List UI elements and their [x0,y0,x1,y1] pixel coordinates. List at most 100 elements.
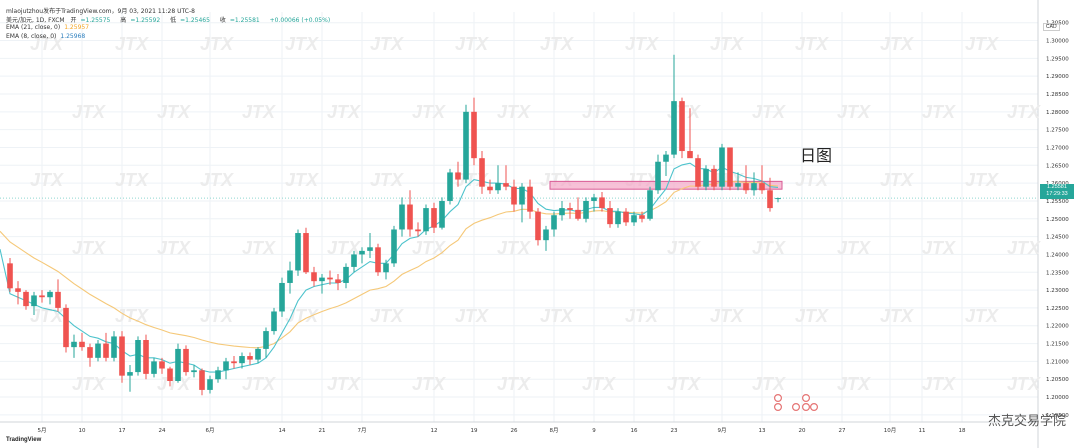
candle-body [343,266,349,283]
x-tick-label: 10 [79,428,86,434]
candle [327,270,333,285]
y-tick-label: 1.21500 [1046,342,1069,348]
high-value: 高 =1.25592 [120,17,161,24]
publish-text: mlaojutzhou发布于TradingView.com，9月 03, 202… [6,8,195,15]
open-value: 开 =1.25575 [70,17,111,24]
candle [7,258,13,292]
candle-body [143,340,149,374]
channel-watermark: 杰克交易学院 [987,414,1066,429]
tradingview-logo[interactable]: TradingView [6,437,42,443]
candle-body [599,197,605,209]
candle-body [519,186,525,205]
candle-body [415,229,421,232]
symbol-label: 美元/加元, 1D, FXCM [6,17,65,24]
candle-body [215,370,221,380]
watermark-mark: JTX [200,170,234,190]
candle-body [71,341,77,348]
candle-body [311,272,317,282]
candle [407,190,413,237]
economic-event-marker [801,403,810,412]
candle-body [103,343,109,358]
candle-body [199,370,205,390]
candle-body [47,291,53,298]
candle [343,263,349,289]
y-tick-label: 1.24500 [1046,235,1069,241]
watermark-mark: JTX [327,374,361,394]
watermark-mark: JTX [1007,238,1041,258]
y-tick-label: 1.28500 [1046,92,1069,98]
candle [15,281,21,305]
candle [399,197,405,237]
candle-body [191,370,197,373]
watermark-mark: JTX [497,238,531,258]
candle [743,165,749,194]
candle [287,261,293,294]
watermark-mark: JTX [285,306,319,326]
watermark-mark: JTX [795,306,829,326]
candle [335,274,341,291]
candle-body [399,204,405,230]
candle-body [255,348,261,360]
watermark-mark: JTX [370,34,404,54]
candle [615,208,621,228]
economic-event-marker [801,394,810,403]
x-tick-label: 9 [592,428,596,434]
candle [319,274,325,294]
y-tick-label: 1.25500 [1046,199,1069,205]
candle [383,259,389,280]
candle [767,177,773,212]
candle [423,204,429,235]
candle [535,208,541,246]
candle [359,247,365,264]
candle-body [583,200,589,219]
y-tick-label: 1.23500 [1046,270,1069,276]
watermark-mark: JTX [667,374,701,394]
candle [103,332,109,362]
candle-body [15,288,21,292]
candle [311,266,317,287]
y-tick-label: 1.23000 [1046,288,1069,294]
candle-body [119,336,125,376]
ema21-legend[interactable]: EMA (21, close, 0) 1.25957 [6,24,93,31]
candle [583,197,589,223]
watermark-mark: JTX [922,102,956,122]
candle [39,290,45,303]
candle [183,345,189,376]
candle-body [327,277,333,280]
candle [111,331,117,362]
watermark-mark: JTX [752,374,786,394]
ema8-legend[interactable]: EMA (8, close, 0) 1.25968 [6,33,89,40]
candle-body [463,111,469,180]
candle [447,168,453,205]
candle-body [239,356,245,364]
candle [295,229,301,276]
economic-event-marker [773,394,782,403]
candle [463,104,469,184]
timeframe-annotation: 日图 [800,146,833,165]
candle-body [679,101,685,152]
candle-body [247,356,253,360]
x-tick-label: 8月 [550,427,559,434]
candle [271,307,277,335]
watermark-mark: JTX [327,102,361,122]
watermark-mark: JTX [752,238,786,258]
watermark-mark: JTX [370,170,404,190]
candle [623,208,629,226]
currency-button[interactable]: CAD [1043,23,1060,31]
x-tick-label: 17 [119,428,126,434]
candle-body [591,197,597,201]
last-price-tag: 1.25581 17:29:33 [1040,184,1074,199]
watermark-mark: JTX [497,374,531,394]
watermark-mark: JTX [157,374,191,394]
candle-body [375,247,381,273]
watermark-mark: JTX [412,238,446,258]
candle-body [567,208,573,210]
y-tick-label: 1.20500 [1046,377,1069,383]
candle [47,290,53,305]
y-tick-label: 1.28000 [1046,110,1069,116]
candle [167,366,173,387]
candle-body [303,233,309,273]
candle-body [63,307,69,348]
candle [631,211,637,226]
